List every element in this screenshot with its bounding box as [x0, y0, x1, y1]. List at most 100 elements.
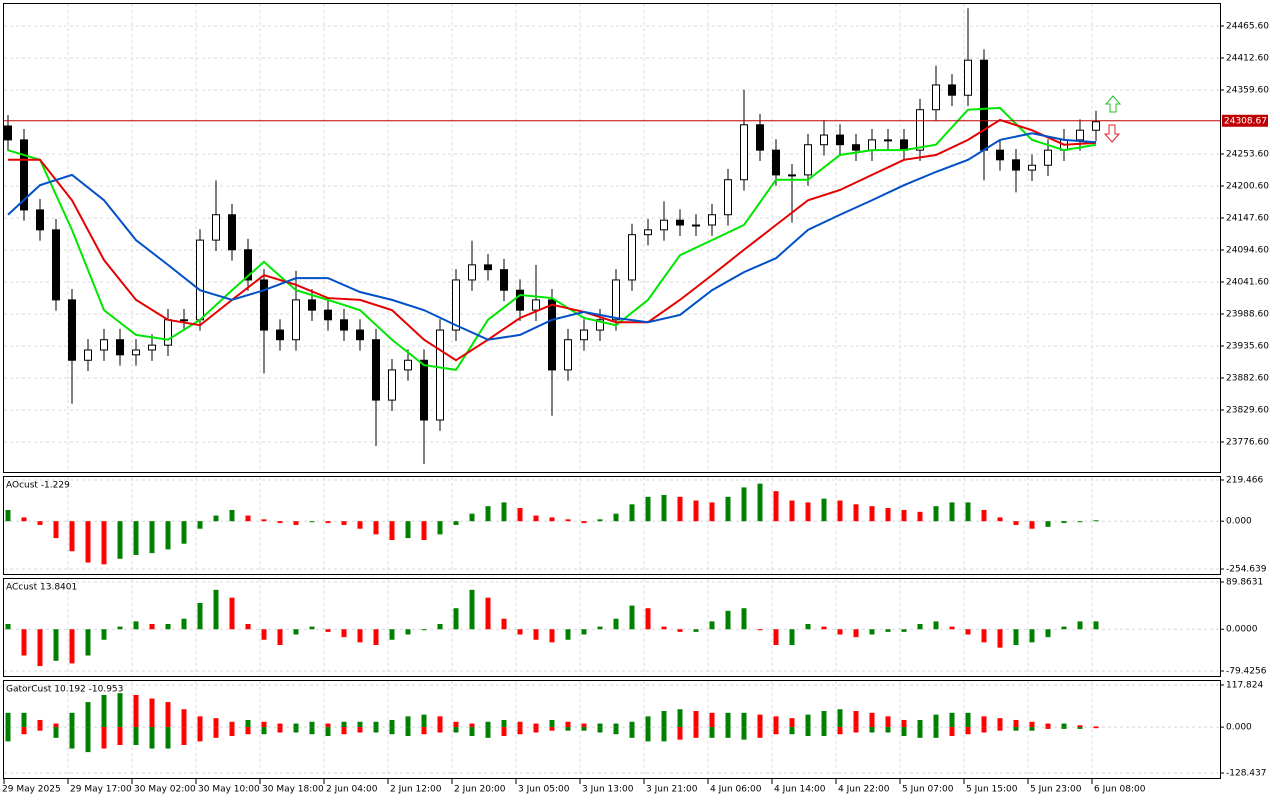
gator-bar [597, 727, 603, 733]
histogram-bar [677, 629, 683, 632]
histogram-bar [853, 629, 859, 638]
gator-frame [3, 680, 1221, 779]
histogram-bar [1013, 629, 1019, 646]
candle-body [148, 344, 156, 351]
histogram-bar [757, 483, 763, 522]
candle-body [260, 279, 268, 331]
x-tick-label: 3 Jun 05:00 [518, 785, 570, 795]
candle-body [788, 174, 796, 177]
candle-body [36, 209, 44, 231]
gator-bar [389, 719, 395, 728]
candle-body [756, 124, 764, 151]
candle-body [564, 339, 572, 371]
gator-bar [341, 721, 347, 728]
gator-bar [421, 714, 427, 728]
histogram-bar [341, 521, 347, 525]
histogram-bar [133, 621, 139, 630]
gator-bar [645, 727, 651, 742]
histogram-bar [21, 629, 27, 656]
histogram-bar [117, 626, 123, 630]
histogram-bar [165, 521, 171, 550]
histogram-bar [805, 502, 811, 522]
y-tick-label: 0.000 [1226, 723, 1252, 733]
ac-frame [3, 578, 1221, 677]
histogram-bar [85, 629, 91, 656]
gator-bar [901, 727, 907, 737]
histogram-bar [773, 491, 779, 522]
gator-bar [293, 727, 299, 733]
gator-bar [821, 711, 827, 728]
y-tick-label: 23988.60 [1226, 310, 1269, 320]
histogram-bar [917, 623, 923, 630]
candle-body [692, 224, 700, 227]
candle-body [868, 139, 876, 151]
candle-body [340, 319, 348, 331]
gator-bar [277, 727, 283, 733]
x-tick-label: 3 Jun 13:00 [582, 785, 634, 795]
gator-bar [469, 727, 475, 737]
candle-body [100, 339, 108, 351]
histogram-bar [1093, 621, 1099, 630]
y-tick-label: 24359.60 [1226, 86, 1269, 96]
histogram-bar [85, 521, 91, 563]
histogram-bar [741, 608, 747, 630]
histogram-bar [613, 513, 619, 522]
candle-body [964, 59, 972, 96]
gator-bar [1061, 723, 1067, 728]
histogram-bar [69, 629, 75, 664]
gator-bar [1093, 726, 1099, 728]
label-layer: 29 May 2025 29 May 17:00 30 May 02:00 30 Ma… [2, 22, 1269, 795]
gator-bar [229, 727, 235, 737]
gator-bar [725, 712, 731, 728]
gator-bar [517, 727, 523, 735]
candle-body [804, 144, 812, 176]
histogram-bar [805, 623, 811, 630]
histogram-bar [181, 618, 187, 630]
gator-bar [133, 727, 139, 745]
histogram-bar [421, 521, 427, 540]
ao-frame [3, 476, 1221, 575]
histogram-bar [1013, 521, 1019, 525]
candle-body [1092, 121, 1100, 131]
candle-body [372, 339, 380, 401]
candle-body [596, 319, 604, 331]
histogram-bar [549, 517, 555, 522]
histogram-bar [501, 502, 507, 522]
candle-body [324, 309, 332, 321]
gator-bar [917, 719, 923, 728]
histogram-bar [485, 597, 491, 630]
candle-body [1076, 129, 1084, 141]
gator-bar [869, 727, 875, 733]
gator-bar [309, 727, 315, 735]
y-tick-label: 23776.60 [1226, 437, 1269, 447]
gator-bar [757, 727, 763, 738]
gator-bar [965, 712, 971, 728]
histogram-bar [613, 618, 619, 630]
y-tick-label: 24465.60 [1226, 22, 1269, 32]
histogram-bar [789, 629, 795, 646]
gator-bar [5, 727, 11, 742]
histogram-bar [933, 506, 939, 522]
histogram-bar [1061, 626, 1067, 630]
histogram-bar [661, 626, 667, 630]
candle-body [468, 264, 476, 281]
gator-bar [565, 727, 571, 731]
gator-bar [197, 727, 203, 742]
histogram-bar [437, 623, 443, 630]
histogram-bar [277, 629, 283, 646]
gator-bar [789, 727, 795, 735]
histogram-bar [1077, 621, 1083, 630]
candle-body [612, 279, 620, 321]
gator-bar [965, 727, 971, 735]
candle-body [404, 359, 412, 371]
gator-bar [1045, 727, 1051, 729]
gator-bar [421, 727, 427, 735]
gator-bar [1093, 727, 1099, 729]
gator-bar [549, 719, 555, 728]
candle-body [772, 149, 780, 176]
gator-bar [213, 718, 219, 728]
histogram-bar [181, 521, 187, 544]
gator-bar [485, 727, 491, 738]
gator-bar [21, 727, 27, 735]
histogram-bar [261, 519, 267, 522]
